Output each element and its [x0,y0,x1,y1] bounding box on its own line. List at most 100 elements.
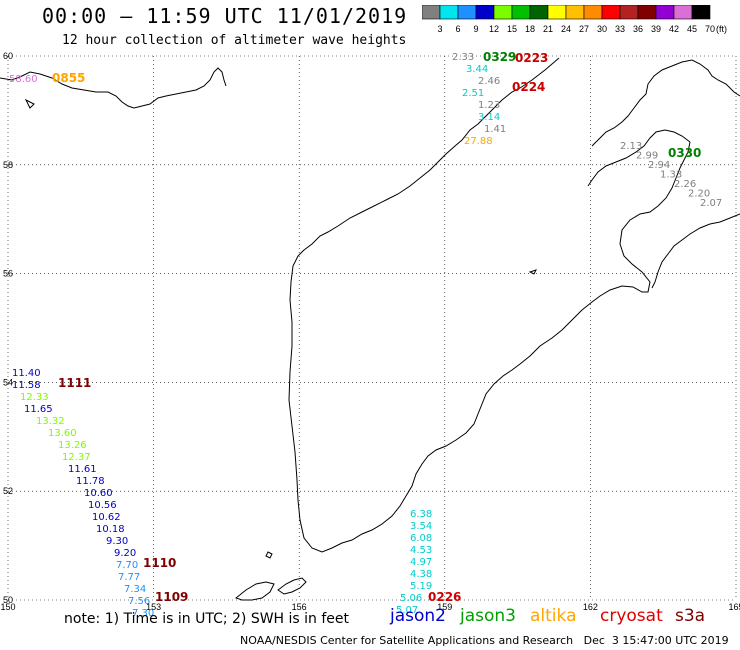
pass-time-label: 1111 [58,376,91,390]
satellite-legend-jason3: jason3 [460,606,516,626]
colorbar-label: 36 [633,24,643,34]
swh-reading: 12.37 [62,452,91,463]
chart-subtitle: 12 hour collection of altimeter wave hei… [62,33,407,48]
colorbar-label: 70 [705,24,715,34]
swh-reading: 9.20 [114,548,136,559]
island-kuril-2 [277,577,307,595]
track-t0224: 0224 [512,80,545,94]
colorbar-label: 3 [437,24,442,34]
lat-tick-label: 50 [3,595,13,605]
swh-reading: 3.44 [466,64,488,75]
pass-time-label: 0224 [512,80,545,94]
swh-reading: 1.23 [478,100,500,111]
swh-reading: 11.78 [76,476,105,487]
swh-reading: 2.26 [674,179,696,190]
lat-tick-label: 52 [3,486,13,496]
swh-reading: 7.77 [118,572,140,583]
lat-tick-label: 60 [3,51,13,61]
satellite-legend-jason2: jason2 [390,606,446,626]
swh-reading: 5.06 [400,593,422,604]
swh-reading: 7.30 [132,608,154,619]
track-t0855: 58.60 0855 [9,71,85,85]
swh-reading: 2.20 [688,189,710,200]
lat-tick-label: 58 [3,160,13,170]
island-kuril-1 [234,581,275,601]
swh-reading: 10.18 [96,524,125,535]
swh-reading: 13.32 [36,416,65,427]
swh-reading: 58.60 [9,74,38,85]
colorbar-label: 33 [615,24,625,34]
footer-note: note: 1) Time is in UTC; 2) SWH is in fe… [64,611,350,627]
swh-reading: 11.65 [24,404,53,415]
swh-reading: 2.13 [620,141,642,152]
lon-tick-label: 150 [0,602,15,612]
colorbar-label: 15 [507,24,517,34]
track-t0330: 2.132.992.941.332.262.202.07 0330 [620,141,722,209]
swh-reading: 5.07 [396,605,418,616]
swh-reading: 7.56 [128,596,150,607]
swh-reading: 7.34 [124,584,146,595]
colorbar-label: 6 [455,24,460,34]
swh-reading: 6.38 [410,509,432,520]
pass-time-label: 1110 [143,556,176,570]
colorbar-label: 9 [473,24,478,34]
track-t0223: 0223 [515,51,548,65]
chart-title: 00:00 – 11:59 UTC 11/01/2019 [42,4,408,28]
pass-time-label: 0330 [668,146,701,160]
colorbar-label: 42 [669,24,679,34]
swh-reading: 4.97 [410,557,432,568]
colorbar-label: 24 [561,24,571,34]
track-t0226: 6.383.546.084.534.974.385.195.065.07 0226 [396,509,461,616]
colorbar-unit: (ft) [716,24,727,34]
wave-height-tracks: 11.4011.5812.3311.6513.3213.6013.2612.37… [9,50,722,619]
swh-reading: 1.33 [660,170,682,181]
swh-reading: 2.33 [452,52,474,63]
pass-time-label: 0329 [483,50,516,64]
pass-time-label: 1109 [155,590,188,604]
swh-reading: 5.19 [410,581,432,592]
swh-reading: 2.94 [648,160,670,171]
coastline-magadan [0,67,227,109]
swh-reading: 7.70 [116,560,138,571]
footer-credit: NOAA/NESDIS Center for Satellite Applica… [240,634,729,647]
swh-reading: 2.07 [700,198,722,209]
satellite-legend-altika: altika [530,606,577,626]
swh-reading: 10.56 [88,500,117,511]
swh-reading: 27.88 [464,136,493,147]
coastline-kamchatka-west [288,57,691,553]
island-small-2 [528,269,537,275]
swh-reading: 2.51 [462,88,484,99]
coastline-northeast [647,59,740,97]
swh-reading: 13.26 [58,440,87,451]
swh-reading: 11.40 [12,368,41,379]
swh-reading: 3.54 [410,521,432,532]
colorbar-label: 39 [651,24,661,34]
swh-reading: 12.33 [20,392,49,403]
swh-reading: 6.08 [410,533,432,544]
swh-reading: 11.61 [68,464,97,475]
pass-time-label: 0223 [515,51,548,65]
graticule [7,55,737,601]
swh-reading: 3.14 [478,112,500,123]
lon-tick-label: 165 [728,602,740,612]
satellite-legend-cryosat: cryosat [600,606,663,626]
colorbar-label: 12 [489,24,499,34]
swh-reading: 11.58 [12,380,41,391]
swh-reading: 1.41 [484,124,506,135]
lat-tick-label: 56 [3,269,13,279]
lat-tick-label: 54 [3,377,13,387]
swh-reading: 13.60 [48,428,77,439]
swh-reading: 2.99 [636,151,658,162]
track-t1109: 1109 [155,590,188,604]
coastline-peninsula-tip [587,129,691,187]
pass-time-label: 0226 [428,590,461,604]
colorbar-label: 45 [687,24,697,34]
pass-time-label: 0855 [52,71,85,85]
swh-reading: 10.62 [92,512,121,523]
lon-tick-label: 156 [292,602,307,612]
colorbar-label: 27 [579,24,589,34]
colorbar-label: 18 [525,24,535,34]
island-small-3 [24,98,35,109]
